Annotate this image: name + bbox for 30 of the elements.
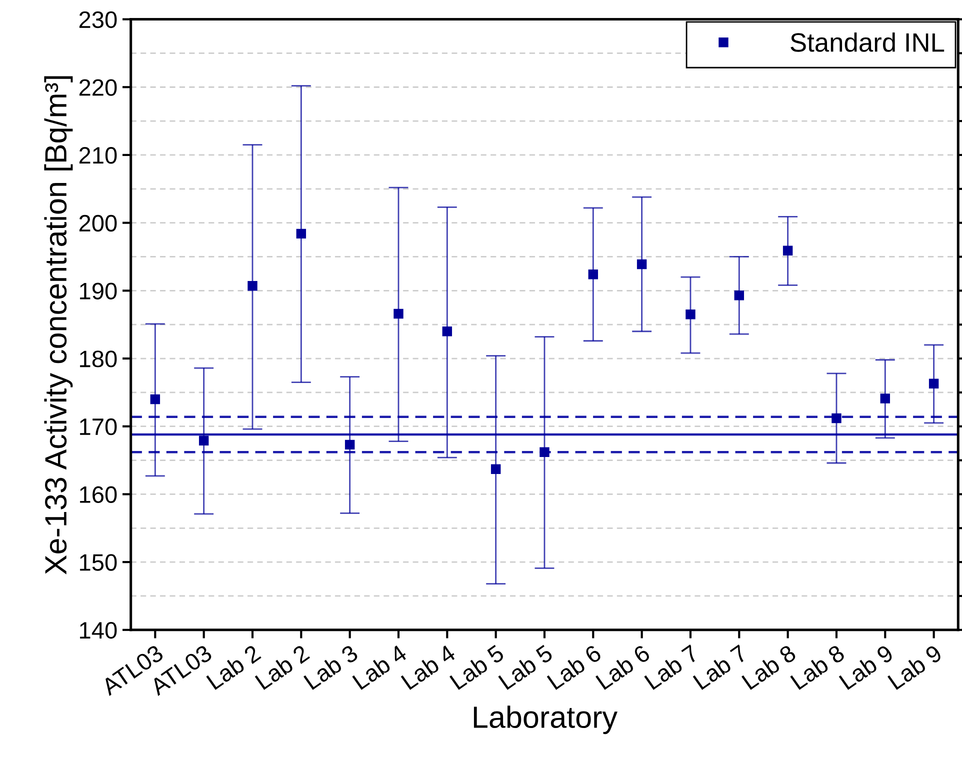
y-tick-label: 220 [79, 79, 117, 96]
y-tick-label: 210 [79, 147, 117, 164]
point [782, 246, 793, 256]
x-axis-title: Laboratory [474, 706, 618, 734]
y-tick-label: 140 [80, 622, 117, 639]
point [832, 413, 842, 424]
point [880, 394, 890, 404]
y-tick-label: 180 [80, 350, 117, 368]
point [442, 326, 452, 336]
y-tick-label: 200 [79, 214, 117, 232]
legend-label: Standard INL [790, 32, 944, 52]
y-tick-label: 150 [80, 554, 117, 571]
y-tick-label: 170 [80, 418, 117, 436]
y-tick-label: 230 [79, 11, 117, 28]
point [734, 290, 744, 300]
point [686, 310, 696, 320]
point [588, 270, 598, 280]
point [296, 228, 306, 239]
y-tick-label: 160 [80, 486, 117, 503]
point [636, 259, 647, 270]
point [248, 281, 258, 291]
point [540, 447, 550, 458]
point [198, 436, 209, 446]
y-tick-label: 190 [80, 282, 117, 300]
point [394, 308, 404, 319]
y-axis-title: Xe-133 Activity concentration [Bq/m³] [44, 76, 73, 574]
point [344, 440, 355, 450]
point [928, 378, 939, 388]
point [490, 464, 501, 474]
point [150, 394, 160, 404]
